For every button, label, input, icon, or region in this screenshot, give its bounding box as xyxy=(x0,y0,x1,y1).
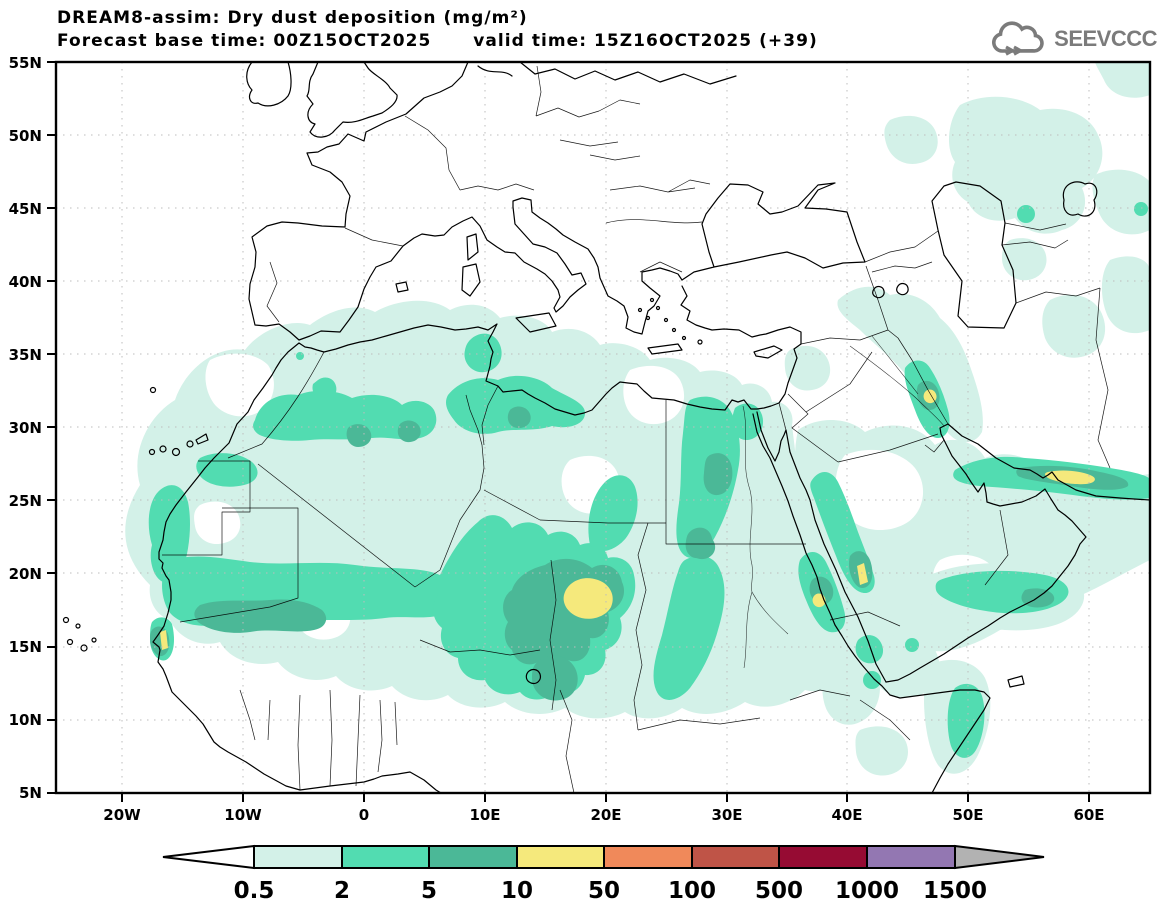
islands-canary xyxy=(148,386,209,457)
country-borders xyxy=(162,65,1111,793)
lat-tick-label: 40N xyxy=(9,273,42,291)
rivers xyxy=(742,335,945,669)
river-nile xyxy=(742,405,789,669)
lat-tick-label: 15N xyxy=(9,638,42,656)
lon-tick-label: 40E xyxy=(831,806,862,824)
lake-chad xyxy=(525,668,542,685)
colorbar-tick-label: 500 xyxy=(755,878,803,904)
colorbar-tick-label: 2 xyxy=(334,878,350,904)
lat-tick-label: 55N xyxy=(9,54,42,72)
colorbar-segment xyxy=(691,845,780,869)
coastline-iran-gulf xyxy=(947,423,1150,501)
island-sicily xyxy=(515,312,557,333)
colorbar: 0.5 2 5 10 50 100 500 1000 1500 xyxy=(162,844,1045,904)
coastlines xyxy=(62,62,1150,793)
colorbar-segment xyxy=(866,845,956,869)
colorbar-tick-label: 5 xyxy=(421,878,437,904)
coastline-baltic xyxy=(477,62,737,85)
seevccc-logo-cloud-icon xyxy=(992,21,1044,56)
x-axis-labels: 20W 10W 0 10E 20E 30E 40E 50E 60E xyxy=(103,806,1104,824)
river-euphrates xyxy=(849,345,945,427)
coastline-europe xyxy=(248,62,683,341)
colorbar-tick-label: 10 xyxy=(501,878,533,904)
colorbar-segment xyxy=(778,845,868,869)
axis-ticks xyxy=(47,61,1090,802)
island-socotra xyxy=(1007,675,1025,688)
colorbar-tick-label: 1500 xyxy=(923,878,987,904)
island-crete xyxy=(647,343,683,355)
grid-lines xyxy=(56,62,1150,793)
lat-tick-label: 20N xyxy=(9,565,42,583)
lat-tick-label: 30N xyxy=(9,419,42,437)
colorbar-segment xyxy=(253,845,343,869)
lon-tick-label: 50E xyxy=(952,806,983,824)
island-sardinia xyxy=(461,263,481,297)
seevccc-logo: SEEVCCC xyxy=(988,18,1157,60)
colorbar-above-max-arrow xyxy=(954,844,1045,870)
lake-van xyxy=(896,282,909,296)
lat-tick-label: 10N xyxy=(9,711,42,729)
coastline-mediterranean-africa xyxy=(152,285,802,793)
island-corsica xyxy=(466,233,479,261)
island-mallorca xyxy=(395,281,409,293)
colorbar-tick-label: 50 xyxy=(588,878,620,904)
coastline-sinai-arabia-red-sea xyxy=(756,411,887,683)
lon-tick-label: 20E xyxy=(590,806,621,824)
lat-tick-label: 45N xyxy=(9,200,42,218)
islands-aegean xyxy=(637,297,703,345)
dust-layer-10-50 xyxy=(160,389,1095,650)
colorbar-tick-label: 100 xyxy=(668,878,716,904)
island-cyprus xyxy=(753,345,783,359)
seevccc-logo-text: SEEVCCC xyxy=(1054,26,1157,51)
colorbar-tick-label: 0.5 xyxy=(234,878,275,904)
y-axis-labels: 55N 50N 45N 40N 35N 30N 25N 20N 15N 10N … xyxy=(9,54,42,802)
coastline-red-sea-west xyxy=(752,413,991,793)
lon-tick-label: 10W xyxy=(224,806,262,824)
colorbar-segment xyxy=(341,845,430,869)
lon-tick-label: 20W xyxy=(103,806,141,824)
colorbar-segment xyxy=(516,845,605,869)
islands-cape-verde xyxy=(62,616,97,652)
lon-tick-label: 0 xyxy=(359,806,369,824)
lat-tick-label: 25N xyxy=(9,492,42,510)
lon-tick-label: 60E xyxy=(1073,806,1104,824)
lat-tick-label: 5N xyxy=(19,784,42,802)
lon-tick-label: 10E xyxy=(469,806,500,824)
colorbar-tick-label: 1000 xyxy=(835,878,899,904)
coastline-caspian-sea xyxy=(931,181,1017,329)
page-title: DREAM8-assim: Dry dust deposition (mg/m²… xyxy=(57,8,528,28)
river-tigris xyxy=(871,335,919,395)
coastline-aral-sea xyxy=(1062,181,1098,217)
lat-tick-label: 50N xyxy=(9,127,42,145)
coastline-black-sea xyxy=(681,182,866,281)
colorbar-below-min-arrow xyxy=(162,844,255,870)
lake-urmia xyxy=(872,285,885,299)
coastline-arabia-south-east xyxy=(885,423,1087,683)
coastline-ireland xyxy=(246,62,292,107)
lon-tick-label: 30E xyxy=(711,806,742,824)
coastline-great-britain xyxy=(306,62,398,138)
lat-tick-label: 35N xyxy=(9,346,42,364)
colorbar-segment xyxy=(603,845,693,869)
colorbar-segment xyxy=(428,845,518,869)
page-subtitle: Forecast base time: 00Z15OCT2025 valid t… xyxy=(57,31,818,51)
